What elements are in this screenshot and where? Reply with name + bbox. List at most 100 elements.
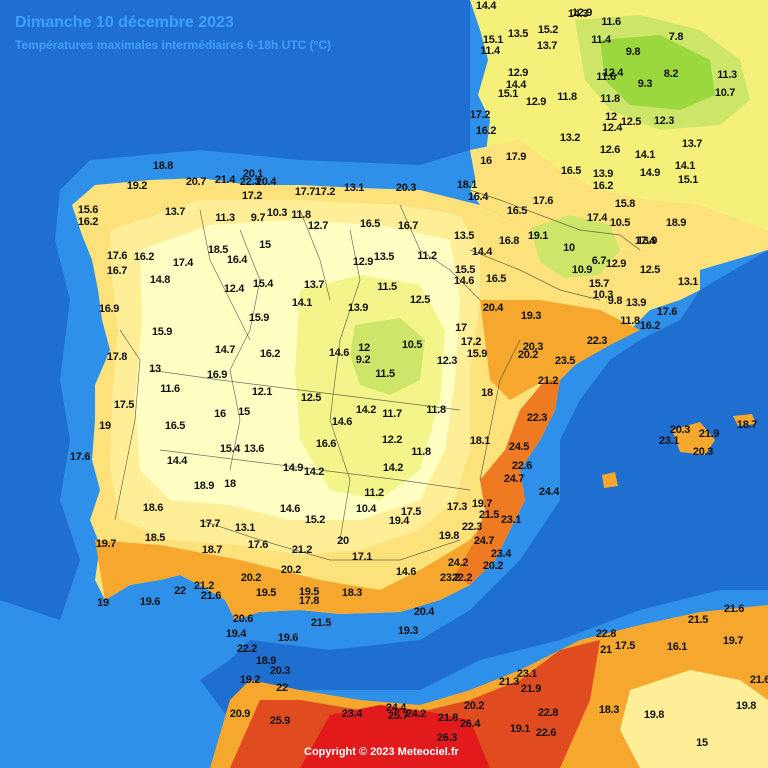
- temperature-label: 16.2: [133, 251, 155, 263]
- temperature-label: 22: [276, 682, 288, 694]
- temperature-label: 22.2: [451, 572, 473, 584]
- temperature-label: 21.2: [537, 375, 559, 387]
- zone-12: [350, 318, 425, 395]
- temperature-label: 19.1: [509, 723, 531, 735]
- temperature-label: 10.9: [571, 264, 593, 276]
- temperature-label: 18.9: [665, 217, 687, 229]
- temperature-label: 11.3: [717, 69, 737, 81]
- temperature-label: 15.1: [497, 88, 519, 100]
- temperature-label: 20.2: [517, 349, 539, 361]
- temperature-label: 18.6: [142, 502, 164, 514]
- temperature-label: 18.1: [456, 179, 478, 191]
- temperature-label: 13.7: [303, 279, 325, 291]
- temperature-label: 17.5: [400, 506, 422, 518]
- temperature-label: 12.4: [601, 122, 623, 134]
- temperature-label: 10.3: [266, 207, 288, 219]
- temperature-label: 21.5: [687, 614, 709, 626]
- temperature-label: 11.5: [377, 281, 397, 293]
- temperature-label: 24.4: [538, 486, 560, 498]
- temperature-label: 12.6: [599, 144, 621, 156]
- temperature-label: 16.2: [77, 216, 99, 228]
- temperature-label: 20.2: [463, 700, 485, 712]
- temperature-label: 22.8: [595, 628, 617, 640]
- temperature-label: 10.4: [355, 503, 377, 515]
- temperature-label: 19.6: [277, 632, 299, 644]
- temperature-label: 17.8: [298, 595, 320, 607]
- temperature-label: 14.6: [279, 503, 301, 515]
- temperature-label: 17.7: [294, 186, 316, 198]
- temperature-label: 24.2: [405, 708, 427, 720]
- temperature-label: 11.2: [417, 250, 437, 262]
- admin-borders: [114, 189, 641, 561]
- land-france-south: [470, 140, 768, 270]
- temperature-label: 13.1: [343, 182, 365, 194]
- temperature-label: 13.5: [373, 251, 395, 263]
- africa-hottest: [300, 705, 490, 768]
- temperature-label: 15.6: [77, 204, 99, 216]
- temperature-label: 10.3: [592, 289, 614, 301]
- temperature-label: 10.5: [609, 217, 631, 229]
- temperature-label: 14.7: [214, 344, 236, 356]
- temperature-label: 16.7: [397, 220, 419, 232]
- temperature-label: 14.6: [328, 347, 350, 359]
- temperature-label: 13.7: [536, 40, 558, 52]
- temperature-label: 21.3: [498, 676, 520, 688]
- temperature-label: 18.5: [207, 244, 229, 256]
- temperature-label: 23.1: [516, 668, 538, 680]
- temperature-label: 11.4: [591, 34, 611, 46]
- copyright: Copyright © 2023 Meteociel.fr: [304, 746, 459, 758]
- temperature-label: 22.3: [461, 521, 483, 533]
- temperature-label: 11.8: [557, 91, 577, 103]
- temperature-label: 11.4: [480, 45, 500, 57]
- temperature-label: 14.4: [471, 246, 493, 258]
- temperature-label: 19.7: [95, 538, 117, 550]
- temperature-label: 18: [481, 387, 493, 399]
- land-france-colder: [600, 35, 715, 110]
- temperature-label: 15.2: [537, 24, 559, 36]
- temperature-label: 15.1: [482, 34, 504, 46]
- temperature-label: 15: [259, 239, 271, 251]
- temperature-label: 19.1: [527, 230, 549, 242]
- temperature-label: 17.5: [614, 640, 636, 652]
- temperature-label: 9.8: [625, 46, 641, 58]
- temperature-label: 14.6: [453, 275, 475, 287]
- temperature-label: 11.8: [426, 404, 446, 416]
- temperature-label: 14.8: [149, 274, 171, 286]
- temperature-label: 7.8: [668, 31, 684, 43]
- temperature-label: 9.3: [637, 78, 653, 90]
- temperature-label: 15.9: [466, 348, 488, 360]
- temperature-label: 20.7: [185, 176, 207, 188]
- temperature-label: 12.9: [571, 7, 593, 19]
- temperature-label: 19.5: [298, 586, 320, 598]
- map-title: Dimanche 10 décembre 2023: [15, 14, 234, 31]
- temperature-label: 12.4: [602, 67, 624, 79]
- temperature-label: 17.1: [351, 551, 373, 563]
- temperature-label: 18.3: [341, 587, 363, 599]
- temperature-label: 12.5: [639, 264, 661, 276]
- temperature-label: 20.6: [232, 613, 254, 625]
- temperature-label: 9.8: [607, 295, 623, 307]
- temperature-label: 18.7: [201, 544, 223, 556]
- temperature-label: 21.9: [520, 683, 542, 695]
- temperature-label: 18.9: [255, 655, 277, 667]
- temperature-label: 14.2: [382, 462, 404, 474]
- temperature-label: 23.2: [439, 572, 461, 584]
- temperature-label: 16.1: [666, 641, 688, 653]
- temperature-label: 17.7: [199, 518, 221, 530]
- temperature-label: 17.6: [106, 250, 128, 262]
- zone-22-east: [455, 380, 560, 585]
- africa-mild: [620, 670, 768, 768]
- temperature-label: 16.7: [106, 265, 128, 277]
- temperature-label: 14.9: [282, 462, 304, 474]
- temperature-label: 15.4: [252, 278, 274, 290]
- temperature-label: 19.2: [126, 180, 148, 192]
- temperature-label: 20.3: [669, 424, 691, 436]
- temperature-label: 19.4: [388, 515, 410, 527]
- temperature-label: 16: [214, 408, 226, 420]
- temperature-label: 17.2: [460, 336, 482, 348]
- temperature-label: 11.6: [160, 383, 180, 395]
- temperature-label: 22.3: [586, 335, 608, 347]
- temperature-label: 14.1: [674, 160, 696, 172]
- temperature-label: 16.2: [475, 125, 497, 137]
